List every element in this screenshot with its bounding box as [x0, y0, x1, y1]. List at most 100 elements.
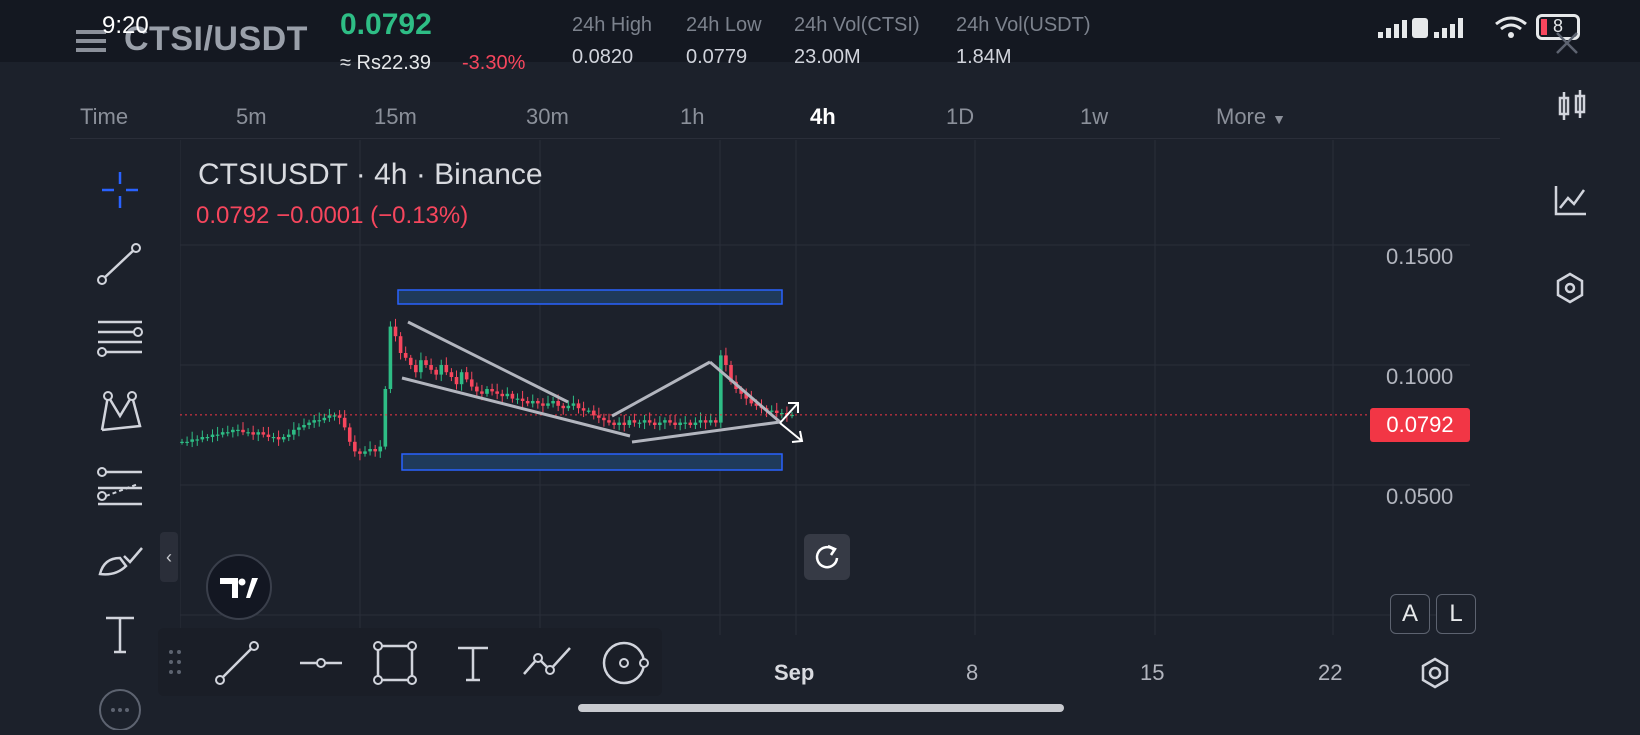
stat-label-vol-base: 24h Vol(CTSI) — [794, 14, 920, 36]
tf-more[interactable]: More ▼ — [1216, 104, 1286, 130]
price-axis-label: 0.0500 — [1386, 484, 1454, 509]
candle — [581, 408, 586, 411]
candle — [419, 360, 423, 373]
candle — [388, 326, 393, 389]
circle-tool-icon[interactable] — [600, 638, 650, 693]
candle — [561, 405, 566, 409]
log-scale-button[interactable]: L — [1436, 594, 1476, 634]
candle — [337, 415, 342, 418]
candle — [449, 372, 454, 377]
close-icon[interactable] — [1554, 30, 1580, 61]
menu-icon[interactable] — [76, 30, 106, 52]
tf-1h[interactable]: 1h — [680, 104, 705, 129]
top-header — [0, 0, 1640, 62]
stat-value-low: 0.0779 — [686, 46, 748, 68]
candle — [327, 415, 332, 418]
candle — [200, 437, 205, 440]
candle — [342, 417, 347, 428]
path-icon[interactable] — [520, 640, 580, 691]
stat-value-vol-base: 23.00M — [794, 46, 861, 68]
text-tool-icon[interactable] — [90, 604, 150, 664]
candle — [322, 417, 327, 421]
trend-line — [401, 376, 631, 438]
fib-retracement-icon[interactable] — [90, 308, 150, 368]
candle — [515, 398, 520, 400]
refresh-icon — [815, 544, 839, 569]
tf-30m[interactable]: 30m — [526, 104, 569, 129]
auto-scale-button[interactable]: A — [1390, 594, 1430, 634]
trend-line — [407, 320, 569, 404]
candle — [302, 425, 306, 428]
candle — [739, 389, 743, 394]
candle — [241, 429, 245, 433]
chart-settings-icon[interactable] — [1418, 656, 1452, 695]
tf-15m[interactable]: 15m — [374, 104, 417, 129]
candle — [571, 403, 576, 406]
crosshair-icon[interactable] — [90, 160, 150, 220]
brush-icon[interactable] — [90, 530, 150, 590]
candle — [358, 451, 362, 454]
candle — [510, 393, 515, 399]
tf-1d[interactable]: 1D — [946, 104, 975, 129]
candle — [530, 401, 535, 404]
rectangle-icon[interactable] — [372, 640, 418, 691]
trend-line — [631, 420, 781, 444]
tf-4h[interactable]: 4h — [810, 104, 836, 129]
candle — [195, 439, 200, 441]
candle — [414, 365, 418, 373]
candle — [464, 372, 469, 380]
more-tools-icon[interactable] — [90, 670, 150, 731]
text-tool-icon[interactable] — [450, 640, 496, 691]
pair-title[interactable]: CTSI/USDT — [124, 20, 308, 58]
candle — [724, 355, 728, 365]
candle — [520, 398, 525, 401]
candle — [276, 437, 281, 440]
tf-time[interactable]: Time — [80, 104, 129, 129]
forecast-icon[interactable] — [90, 456, 150, 516]
candle — [459, 372, 464, 385]
drag-handle-icon[interactable] — [168, 648, 182, 681]
candle — [658, 422, 662, 425]
candle — [617, 422, 621, 425]
tf-5m[interactable]: 5m — [236, 104, 267, 129]
indicators-icon[interactable] — [1550, 180, 1610, 240]
collapse-toolbar-button[interactable]: ‹ — [160, 532, 178, 582]
reset-chart-button[interactable] — [804, 534, 850, 580]
candle — [393, 326, 398, 337]
candle — [480, 391, 484, 394]
candle — [591, 410, 596, 416]
candles-icon[interactable] — [1550, 88, 1610, 148]
candle — [180, 441, 184, 443]
pattern-icon[interactable] — [90, 382, 150, 442]
candle — [210, 434, 215, 437]
candle — [602, 417, 606, 421]
price-chart[interactable] — [180, 140, 1500, 640]
time-axis-label: 15 — [1140, 660, 1165, 685]
time-axis-label: Sep — [774, 660, 815, 685]
tf-1w[interactable]: 1w — [1080, 104, 1109, 129]
resistance-zone — [397, 289, 783, 305]
candle — [454, 377, 459, 385]
status-time: 9:20 — [102, 12, 149, 39]
candle — [429, 365, 433, 370]
candle — [774, 410, 779, 413]
trend-line-icon[interactable] — [90, 234, 150, 294]
horizontal-line-icon[interactable] — [298, 640, 344, 691]
candle — [266, 434, 271, 437]
candle — [490, 389, 494, 392]
candle — [424, 360, 428, 365]
price-axis-label: 0.1500 — [1386, 244, 1454, 269]
trend-line-icon[interactable] — [214, 640, 260, 691]
candle — [566, 405, 571, 409]
candle — [261, 432, 266, 435]
trend-line — [709, 360, 781, 424]
caret-down-icon: ▼ — [1272, 111, 1286, 127]
candle — [408, 357, 413, 365]
tradingview-logo[interactable] — [206, 554, 272, 620]
templates-icon[interactable] — [1550, 272, 1610, 332]
candle — [688, 422, 693, 425]
candle — [190, 439, 194, 442]
candle — [551, 401, 555, 404]
candle — [586, 410, 591, 412]
home-indicator[interactable] — [578, 704, 1064, 712]
